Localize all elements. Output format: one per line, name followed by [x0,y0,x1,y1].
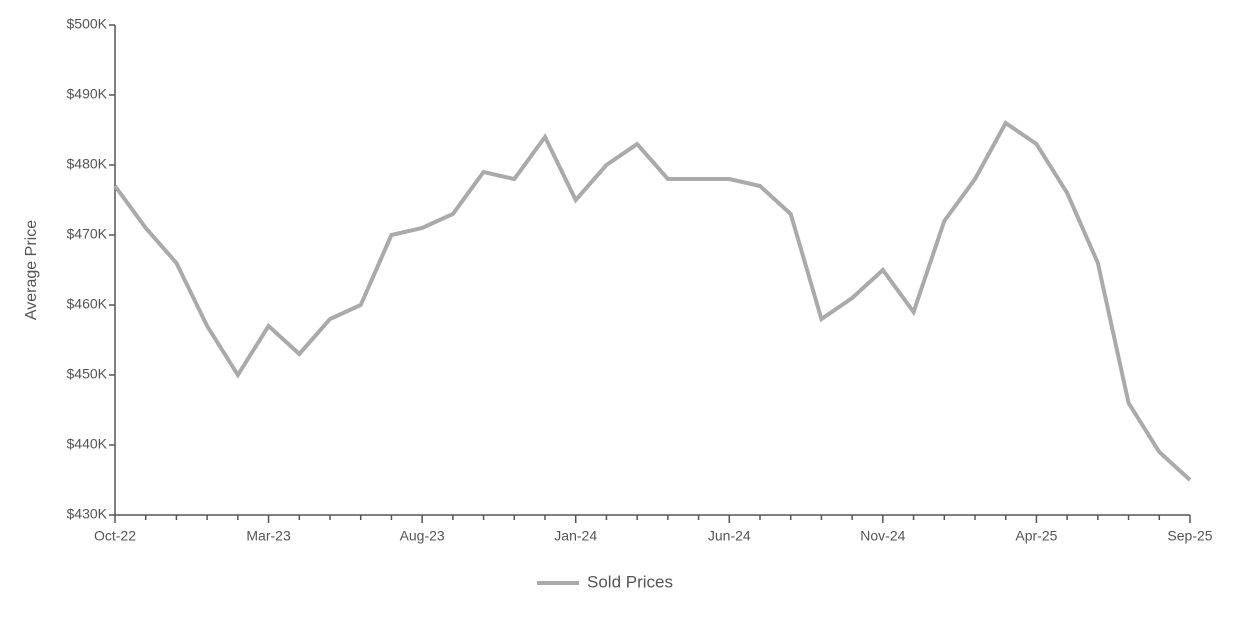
legend-label: Sold Prices [587,572,673,591]
x-tick-label: Sep-25 [1167,528,1212,544]
y-tick-label: $490K [67,86,108,102]
y-tick-label: $430K [67,506,108,522]
x-tick-label: Oct-22 [94,528,136,544]
x-tick-label: Mar-23 [246,528,291,544]
x-tick-label: Jan-24 [554,528,597,544]
x-tick-label: Jun-24 [708,528,751,544]
y-tick-label: $460K [67,296,108,312]
y-tick-label: $450K [67,366,108,382]
y-axis-label: Average Price [23,220,40,320]
x-tick-label: Aug-23 [400,528,445,544]
y-tick-label: $500K [67,16,108,32]
y-tick-label: $480K [67,156,108,172]
x-tick-label: Nov-24 [860,528,905,544]
y-tick-label: $440K [67,436,108,452]
line [113,120,1192,482]
x-tick-label: Apr-25 [1015,528,1057,544]
y-tick-label: $470K [67,226,108,242]
